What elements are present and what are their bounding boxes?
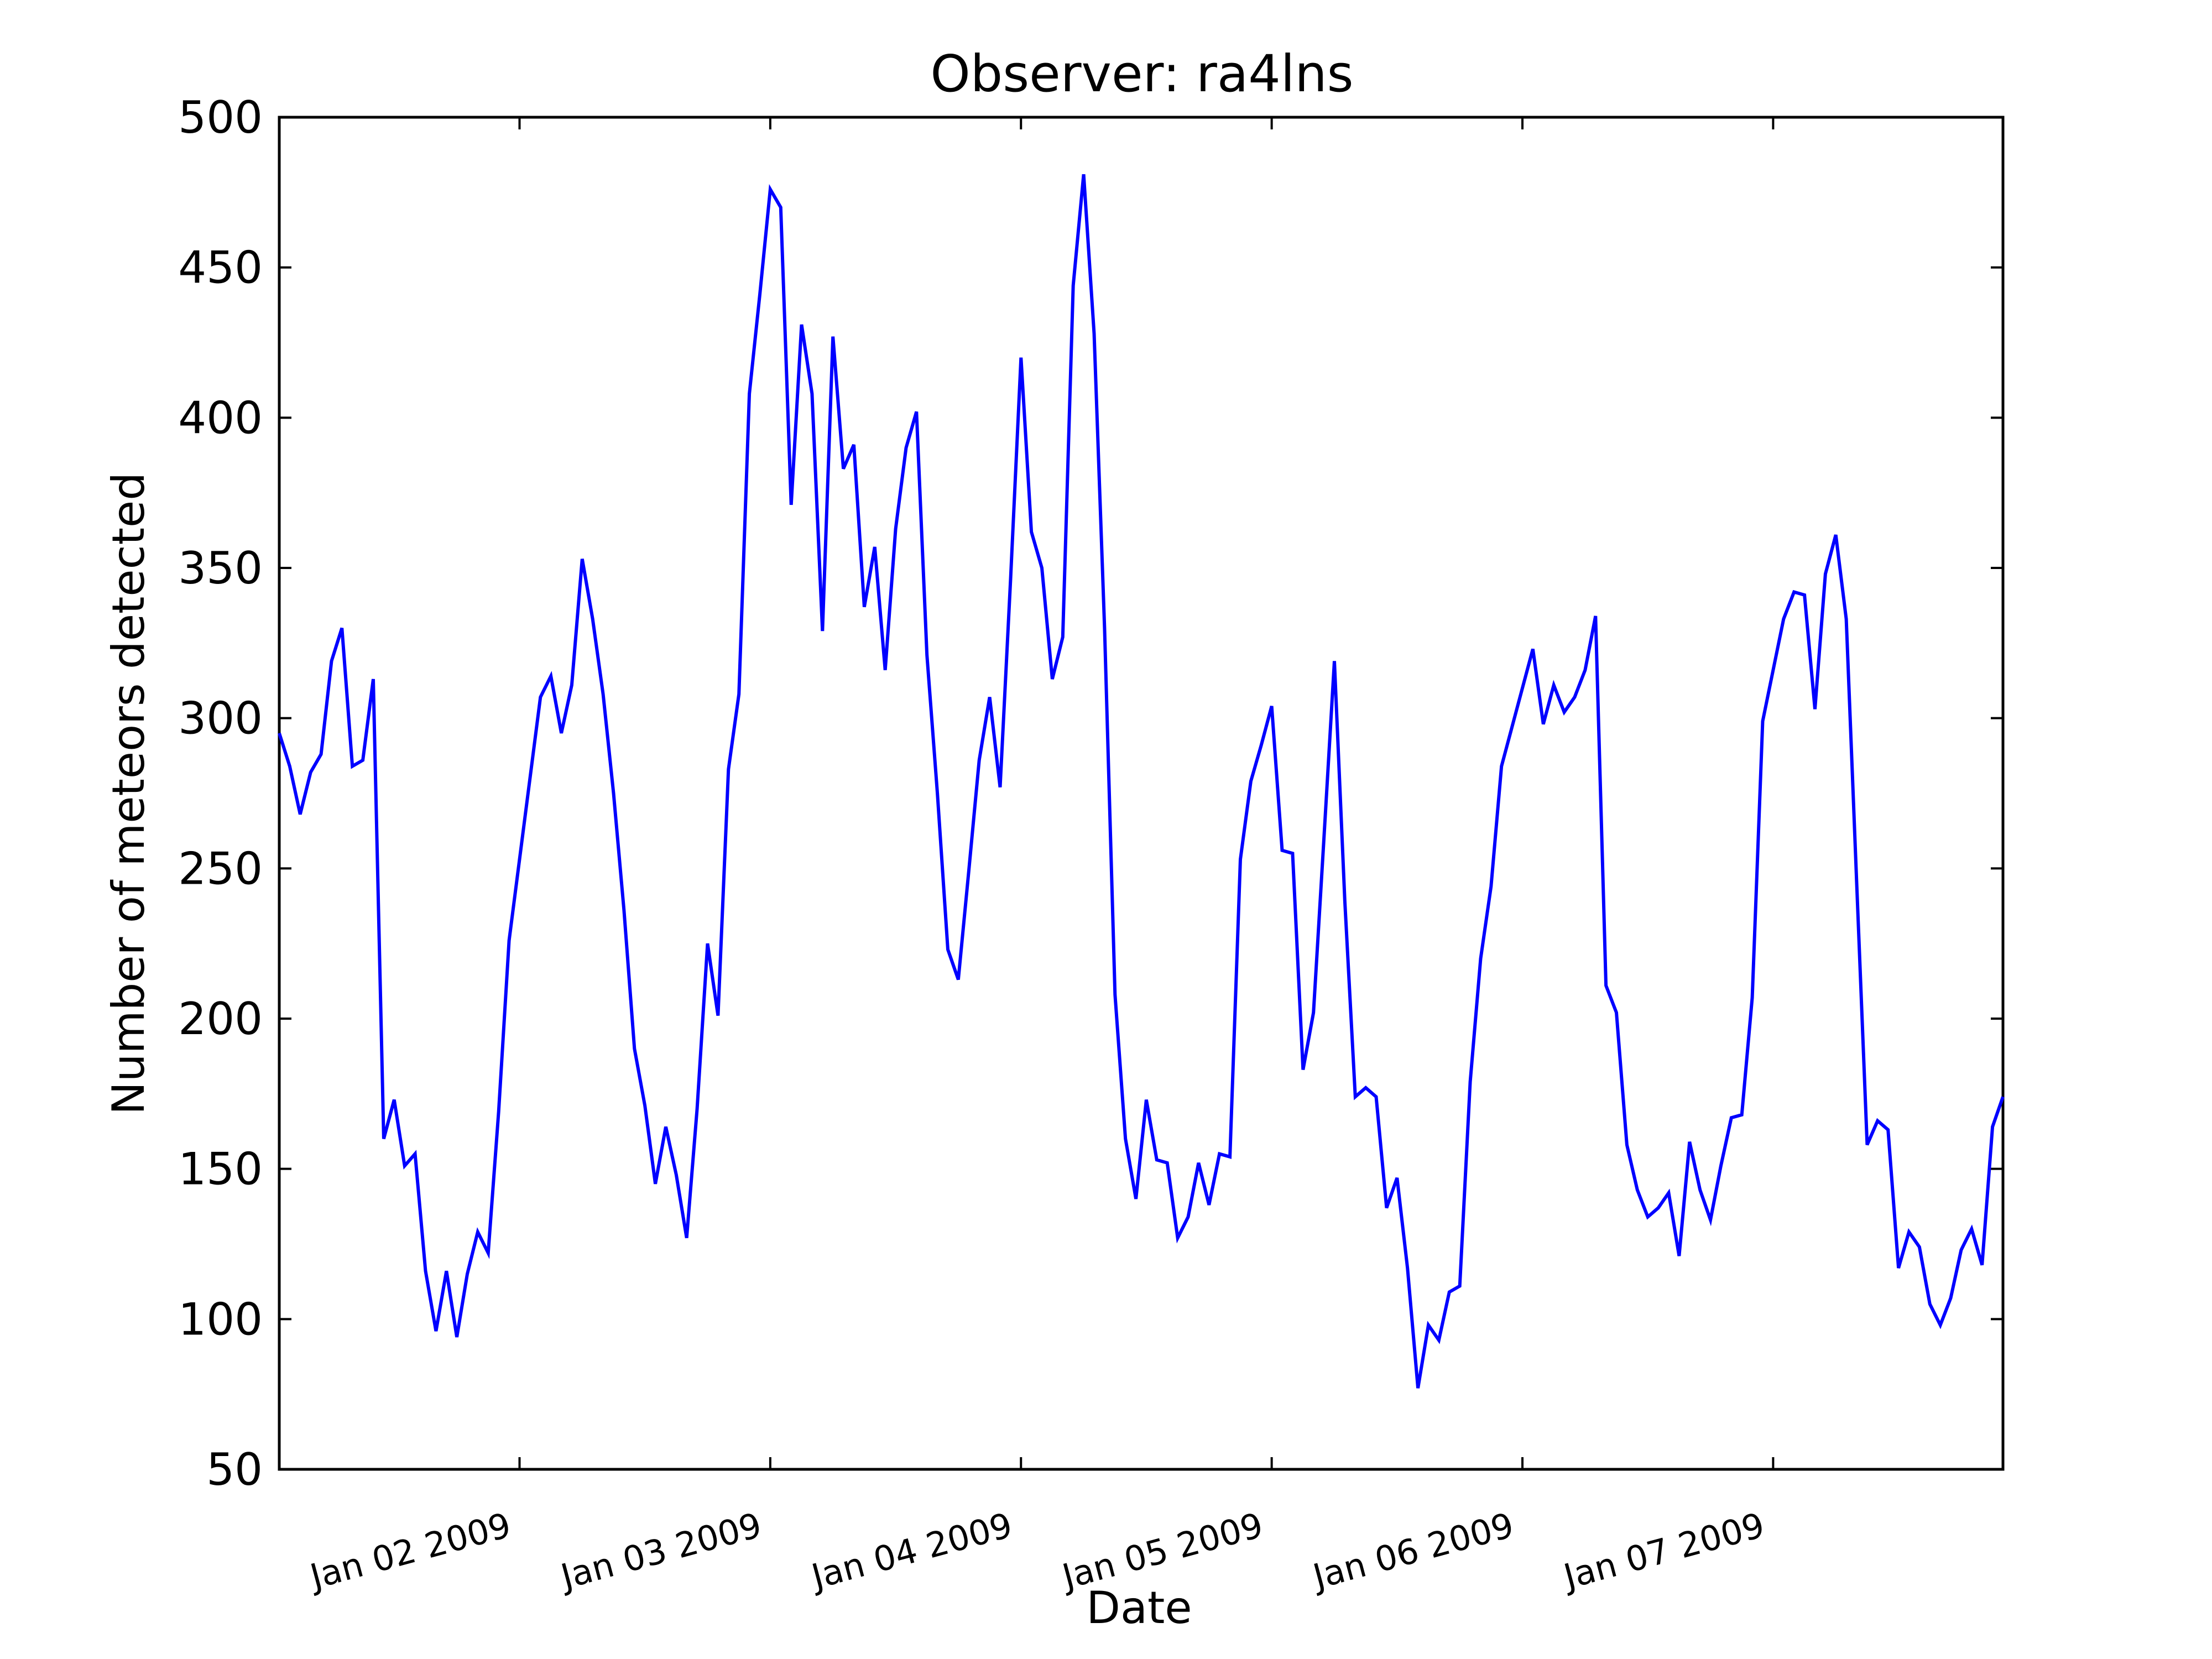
chart-title: Observer: ra4lns bbox=[930, 44, 1353, 103]
y-tick-label: 500 bbox=[178, 92, 263, 143]
y-tick-label: 200 bbox=[178, 993, 263, 1045]
y-tick-label: 400 bbox=[178, 392, 263, 444]
y-tick-label: 100 bbox=[178, 1293, 263, 1345]
y-tick-label: 150 bbox=[178, 1144, 263, 1195]
y-tick-label: 450 bbox=[178, 242, 263, 294]
y-tick-label: 250 bbox=[178, 843, 263, 894]
y-axis: 50 100 150 200 250 300 350 400 450 500 bbox=[178, 92, 2003, 1495]
axes-frame bbox=[278, 116, 2005, 1471]
y-tick-label: 350 bbox=[178, 542, 263, 594]
x-axis-label: Date bbox=[1086, 1582, 1192, 1634]
series-line-0 bbox=[278, 174, 2005, 1389]
y-tick-label: 50 bbox=[206, 1444, 263, 1495]
y-tick-label: 300 bbox=[178, 693, 263, 744]
series-group bbox=[278, 174, 2005, 1389]
y-axis-label: Number of meteors detected bbox=[103, 472, 154, 1115]
